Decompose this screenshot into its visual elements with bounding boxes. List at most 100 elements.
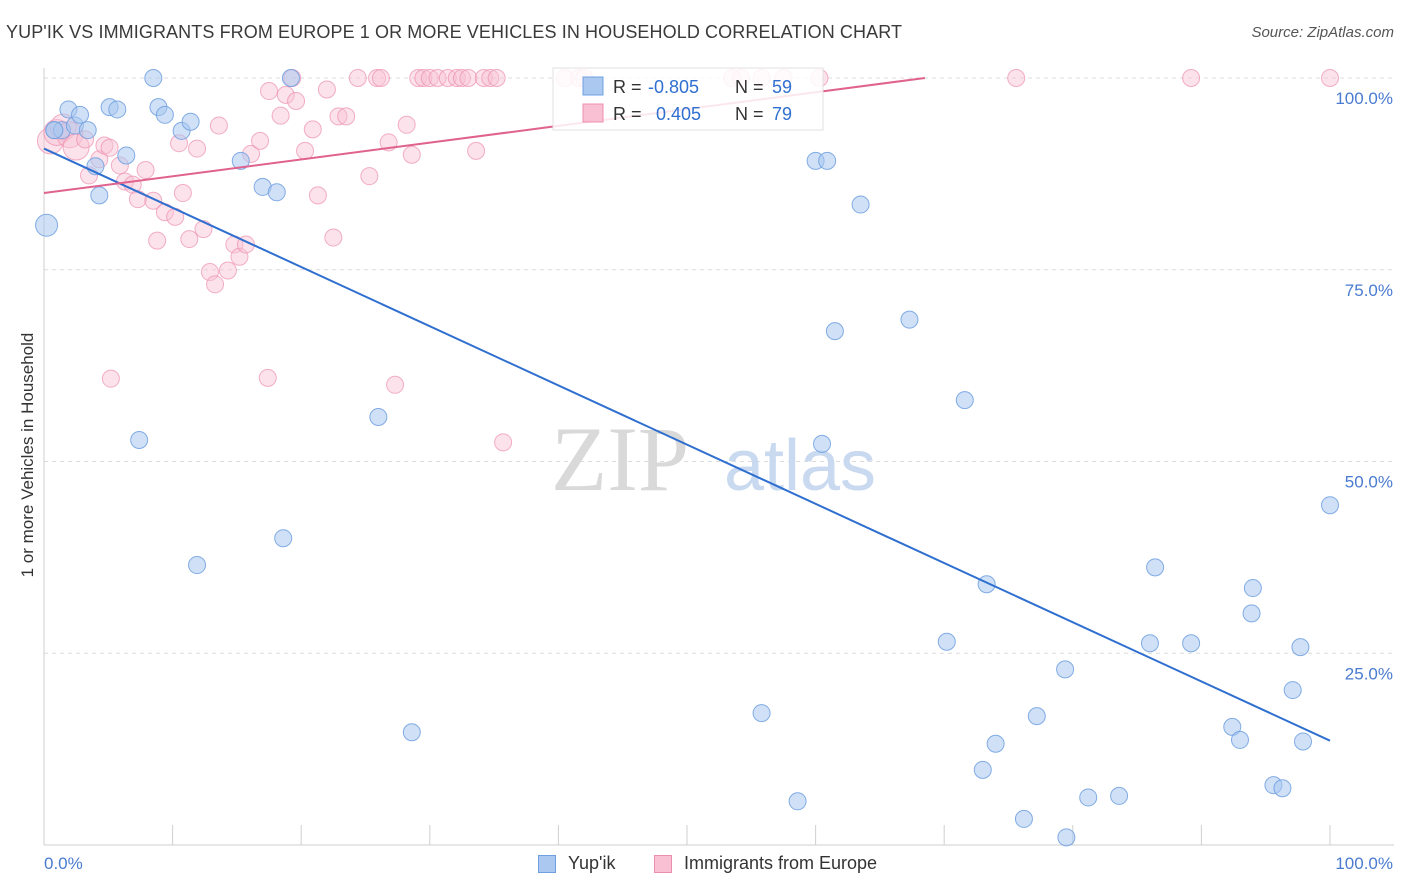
yupik-point bbox=[188, 556, 207, 575]
yupik-point bbox=[752, 704, 771, 723]
europe-point bbox=[459, 69, 478, 87]
yupik-trend-line bbox=[43, 147, 1331, 742]
yupik-point bbox=[1283, 681, 1302, 700]
yupik-point bbox=[130, 431, 149, 450]
yupik-point bbox=[45, 121, 64, 140]
europe-point bbox=[452, 69, 471, 87]
europe-point bbox=[128, 190, 147, 209]
legend-item-yupik: Yup'ik bbox=[538, 853, 615, 874]
legend-r-label-2: R = bbox=[613, 104, 642, 124]
yupik-point bbox=[1027, 707, 1046, 726]
europe-point bbox=[368, 69, 387, 87]
yupik-point bbox=[78, 121, 97, 140]
europe-point bbox=[271, 106, 290, 125]
yupik-point bbox=[1230, 730, 1249, 749]
yupik-point bbox=[825, 322, 844, 341]
europe-point bbox=[386, 375, 405, 394]
europe-point bbox=[360, 167, 379, 186]
legend-r-label-1: R = bbox=[613, 77, 642, 97]
legend-item-europe: Immigrants from Europe bbox=[654, 853, 877, 874]
yupik-point bbox=[369, 408, 388, 427]
europe-point bbox=[308, 186, 327, 205]
europe-point bbox=[303, 120, 322, 139]
watermark-atlas: atlas bbox=[724, 426, 876, 506]
legend-n-label-2: N = bbox=[735, 104, 764, 124]
legend-swatch-yupik-bottom bbox=[538, 854, 556, 873]
europe-point bbox=[1321, 69, 1339, 87]
legend-r-value-1: -0.805 bbox=[648, 77, 699, 97]
europe-point bbox=[414, 69, 433, 87]
yupik-point bbox=[267, 183, 286, 202]
legend-label-europe: Immigrants from Europe bbox=[684, 853, 878, 873]
europe-point bbox=[402, 145, 421, 164]
yupik-point bbox=[1273, 779, 1292, 798]
europe-point bbox=[420, 69, 439, 87]
europe-point bbox=[206, 275, 225, 294]
europe-point bbox=[1182, 69, 1201, 87]
europe-point bbox=[329, 107, 348, 126]
series-yupik-points bbox=[35, 69, 1339, 847]
yupik-point bbox=[1146, 558, 1165, 577]
yupik-point bbox=[900, 310, 919, 329]
legend-swatch-yupik bbox=[582, 76, 604, 96]
yupik-point bbox=[1182, 634, 1201, 653]
europe-point bbox=[397, 115, 416, 134]
y-tick-label: 100.0% bbox=[1335, 89, 1393, 108]
source-label: Source: ZipAtlas.com bbox=[1251, 24, 1394, 41]
x-tick-label-min: 0.0% bbox=[44, 854, 83, 873]
yupik-point bbox=[955, 391, 974, 410]
europe-point bbox=[287, 92, 306, 111]
europe-point bbox=[487, 69, 506, 87]
europe-point bbox=[100, 138, 119, 157]
legend-r-value-2: 0.405 bbox=[656, 104, 701, 124]
yupik-point bbox=[231, 151, 250, 170]
yupik-point bbox=[977, 575, 996, 594]
europe-point bbox=[258, 368, 277, 387]
yupik-point bbox=[986, 734, 1005, 753]
yupik-point bbox=[108, 100, 127, 119]
tick-labels: 25.0% 50.0% 75.0% 100.0% 0.0% 100.0% bbox=[44, 89, 1393, 873]
yupik-point bbox=[813, 434, 832, 453]
europe-point bbox=[260, 82, 279, 101]
legend-swatch-europe-bottom bbox=[654, 854, 672, 873]
europe-point bbox=[148, 231, 167, 250]
europe-point bbox=[194, 220, 213, 239]
y-tick-label: 25.0% bbox=[1345, 664, 1393, 683]
europe-point bbox=[481, 69, 500, 87]
europe-point bbox=[494, 433, 513, 452]
europe-point bbox=[317, 80, 336, 99]
yupik-point bbox=[402, 723, 421, 742]
bottom-legend: Yup'ik Immigrants from Europe bbox=[0, 850, 1406, 880]
yupik-point bbox=[155, 105, 174, 124]
europe-point bbox=[474, 69, 493, 87]
europe-point bbox=[180, 230, 199, 249]
yupik-point bbox=[1242, 604, 1261, 623]
yupik-point bbox=[1014, 809, 1033, 828]
europe-point bbox=[296, 141, 315, 160]
legend-n-value-2: 79 bbox=[772, 104, 792, 124]
europe-point bbox=[324, 228, 343, 247]
chart-title: YUP'IK VS IMMIGRANTS FROM EUROPE 1 OR MO… bbox=[6, 22, 903, 42]
yupik-point bbox=[1140, 634, 1159, 653]
y-tick-label: 75.0% bbox=[1345, 281, 1393, 300]
europe-point bbox=[101, 369, 120, 388]
legend-n-value-1: 59 bbox=[772, 77, 792, 97]
yupik-point bbox=[1057, 828, 1076, 847]
europe-point bbox=[337, 107, 356, 126]
yupik-point bbox=[788, 792, 807, 811]
europe-point bbox=[438, 69, 457, 87]
legend-box: R = -0.805 N = 59 R = 0.405 N = 79 bbox=[552, 67, 824, 131]
x-tick-label-max: 100.0% bbox=[1335, 854, 1393, 873]
yupik-point bbox=[274, 529, 293, 548]
yupik-point bbox=[1293, 732, 1312, 751]
yupik-point bbox=[818, 151, 837, 170]
yupik-point bbox=[35, 213, 59, 237]
europe-point bbox=[209, 116, 228, 135]
europe-point bbox=[136, 161, 155, 180]
watermark: ZIP atlas bbox=[551, 408, 876, 510]
legend-n-label-1: N = bbox=[735, 77, 764, 97]
yupik-point bbox=[117, 146, 136, 165]
yupik-point bbox=[71, 105, 90, 124]
y-tick-label: 50.0% bbox=[1345, 473, 1393, 492]
